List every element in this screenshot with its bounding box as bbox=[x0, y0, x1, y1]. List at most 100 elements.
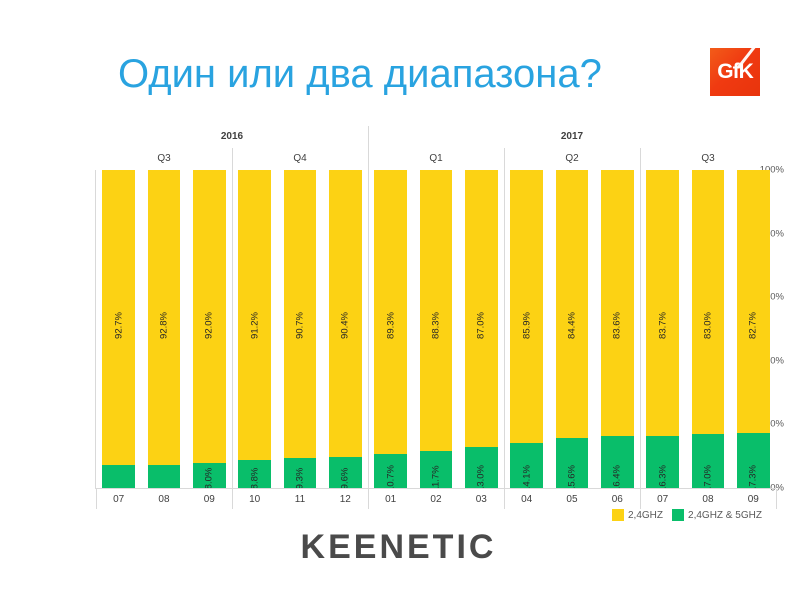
bar-segment-2-4ghz-and-5ghz[interactable]: 17.3% bbox=[737, 433, 770, 488]
bar-segment-2-4ghz-and-5ghz[interactable]: 10.7% bbox=[374, 454, 407, 488]
quarter-group-label: Q3 bbox=[96, 148, 232, 170]
x-axis-group-separator bbox=[504, 489, 505, 509]
bar-segment-2-4ghz[interactable]: 83.0% bbox=[692, 170, 725, 434]
bar-column[interactable]: 84.4% 15.6% bbox=[556, 170, 589, 488]
bar-segment-2-4ghz-and-5ghz[interactable]: 11.7% bbox=[420, 451, 453, 488]
x-axis-tick-label: 02 bbox=[413, 490, 458, 510]
bar-value-label: 11.7% bbox=[430, 465, 441, 488]
bar-value-label: 92.8% bbox=[158, 312, 169, 339]
bar-value-label: 82.7% bbox=[748, 312, 759, 339]
bar-segment-2-4ghz-and-5ghz[interactable]: 8.8% bbox=[238, 460, 271, 488]
bar-value-label: 15.6% bbox=[566, 465, 577, 488]
bar-value-label: 16.4% bbox=[612, 465, 623, 488]
bar-segment-2-4ghz-and-5ghz[interactable]: 16.4% bbox=[601, 436, 634, 488]
bar-column[interactable]: 83.7% 16.3% bbox=[646, 170, 679, 488]
bar-segment-2-4ghz-and-5ghz[interactable]: 14.1% bbox=[510, 443, 543, 488]
x-axis-tick-label: 07 bbox=[96, 490, 141, 510]
quarter-group-label: Q1 bbox=[368, 148, 504, 170]
bar-value-label: 83.0% bbox=[702, 312, 713, 339]
year-group-label: 2016 bbox=[96, 126, 368, 148]
bar-columns: 92.7%92.8%92.0%8.0%91.2%8.8%90.7%9.3%90.… bbox=[96, 170, 776, 488]
bar-value-label: 90.4% bbox=[340, 312, 351, 339]
bar-segment-2-4ghz[interactable]: 92.7% bbox=[102, 170, 135, 465]
bar-value-label: 84.4% bbox=[566, 312, 577, 339]
bar-value-label: 16.3% bbox=[657, 465, 668, 488]
x-axis-tick-label: 09 bbox=[187, 490, 232, 510]
bar-column[interactable]: 92.8% bbox=[148, 170, 181, 488]
bar-value-label: 89.3% bbox=[385, 312, 396, 339]
page-title: Один или два диапазона? bbox=[118, 46, 698, 102]
quarter-group-label: Q3 bbox=[640, 148, 776, 170]
x-axis-group-separator bbox=[776, 489, 777, 509]
bar-column[interactable]: 82.7% 17.3% bbox=[737, 170, 770, 488]
bar-segment-2-4ghz[interactable]: 88.3% bbox=[420, 170, 453, 451]
bar-value-label: 13.0% bbox=[476, 465, 487, 488]
bar-segment-2-4ghz[interactable]: 82.7% bbox=[737, 170, 770, 433]
bar-segment-2-4ghz-and-5ghz[interactable] bbox=[102, 465, 135, 488]
gfk-logo: GfK bbox=[710, 48, 760, 96]
bar-segment-2-4ghz[interactable]: 87.0% bbox=[465, 170, 498, 447]
quarter-group-label: Q4 bbox=[232, 148, 368, 170]
bar-value-label: 92.0% bbox=[204, 312, 215, 339]
x-axis-tick-label: 12 bbox=[323, 490, 368, 510]
year-group-label: 2017 bbox=[368, 126, 776, 148]
bar-segment-2-4ghz[interactable]: 92.8% bbox=[148, 170, 181, 465]
x-axis-group-separator bbox=[96, 489, 97, 509]
bar-segment-2-4ghz-and-5ghz[interactable]: 16.3% bbox=[646, 436, 679, 488]
x-axis-tick-label: 03 bbox=[459, 490, 504, 510]
bar-column[interactable]: 88.3% 11.7% bbox=[420, 170, 453, 488]
bar-value-label: 83.7% bbox=[657, 312, 668, 339]
year-band: 20162017 bbox=[96, 126, 776, 148]
bar-column[interactable]: 90.7% 9.3% bbox=[284, 170, 317, 488]
bar-value-label: 92.7% bbox=[113, 312, 124, 339]
bar-value-label: 9.6% bbox=[340, 468, 351, 488]
bar-segment-2-4ghz[interactable]: 91.2% bbox=[238, 170, 271, 460]
bar-value-label: 87.0% bbox=[476, 312, 487, 339]
x-axis-tick-label: 10 bbox=[232, 490, 277, 510]
bar-value-label: 8.8% bbox=[249, 468, 260, 488]
bar-segment-2-4ghz[interactable]: 89.3% bbox=[374, 170, 407, 454]
bar-segment-2-4ghz-and-5ghz[interactable]: 8.0% bbox=[193, 463, 226, 488]
bar-segment-2-4ghz-and-5ghz[interactable]: 15.6% bbox=[556, 438, 589, 488]
bar-column[interactable]: 89.3% 10.7% bbox=[374, 170, 407, 488]
bar-value-label: 91.2% bbox=[249, 312, 260, 339]
bar-segment-2-4ghz[interactable]: 85.9% bbox=[510, 170, 543, 443]
bar-segment-2-4ghz-and-5ghz[interactable]: 13.0% bbox=[465, 447, 498, 488]
quarter-band: Q3Q4Q1Q2Q3 bbox=[96, 148, 776, 170]
bar-segment-2-4ghz-and-5ghz[interactable]: 9.6% bbox=[329, 457, 362, 488]
bar-value-label: 90.7% bbox=[294, 312, 305, 339]
bar-segment-2-4ghz[interactable]: 90.7% bbox=[284, 170, 317, 458]
bar-segment-2-4ghz[interactable]: 84.4% bbox=[556, 170, 589, 438]
bar-segment-2-4ghz[interactable]: 92.0% bbox=[193, 170, 226, 463]
legend-item[interactable]: 2,4GHZ & 5GHZ bbox=[672, 509, 762, 521]
bar-value-label: 85.9% bbox=[521, 312, 532, 339]
x-axis-group-separator bbox=[232, 489, 233, 509]
bar-segment-2-4ghz[interactable]: 90.4% bbox=[329, 170, 362, 457]
bar-segment-2-4ghz-and-5ghz[interactable]: 17.0% bbox=[692, 434, 725, 488]
bar-value-label: 88.3% bbox=[430, 312, 441, 339]
bar-column[interactable]: 83.6% 16.4% bbox=[601, 170, 634, 488]
bar-segment-2-4ghz-and-5ghz[interactable] bbox=[148, 465, 181, 488]
bar-segment-2-4ghz[interactable]: 83.7% bbox=[646, 170, 679, 436]
bar-value-label: 14.1% bbox=[521, 465, 532, 488]
x-axis-tick-label: 04 bbox=[504, 490, 549, 510]
bar-value-label: 83.6% bbox=[612, 312, 623, 339]
bar-column[interactable]: 87.0% 13.0% bbox=[465, 170, 498, 488]
quarter-group-label: Q2 bbox=[504, 148, 640, 170]
legend-item[interactable]: 2,4GHZ bbox=[612, 509, 663, 521]
bar-column[interactable]: 90.4% 9.6% bbox=[329, 170, 362, 488]
x-axis-tick-label: 08 bbox=[141, 490, 186, 510]
bar-segment-2-4ghz-and-5ghz[interactable]: 9.3% bbox=[284, 458, 317, 488]
bar-column[interactable]: 91.2% 8.8% bbox=[238, 170, 271, 488]
x-axis-line bbox=[95, 488, 776, 489]
stacked-bar-chart: % of Total Sales Units 0%20%40%60%80%100… bbox=[44, 126, 784, 504]
legend-color-swatch bbox=[672, 509, 684, 521]
legend-color-swatch bbox=[612, 509, 624, 521]
bar-column[interactable]: 92.7% bbox=[102, 170, 135, 488]
bar-column[interactable]: 83.0% 17.0% bbox=[692, 170, 725, 488]
bar-column[interactable]: 92.0% 8.0% bbox=[193, 170, 226, 488]
bar-value-label: 17.3% bbox=[748, 465, 759, 488]
keenetic-logo: KEENETIC bbox=[0, 528, 797, 567]
bar-segment-2-4ghz[interactable]: 83.6% bbox=[601, 170, 634, 436]
bar-column[interactable]: 85.9% 14.1% bbox=[510, 170, 543, 488]
